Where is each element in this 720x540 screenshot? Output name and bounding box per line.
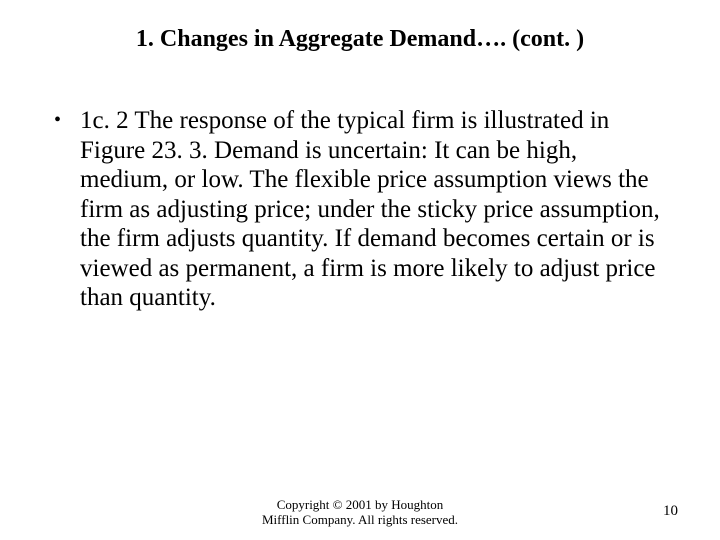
bullet-item: • 1c. 2 The response of the typical firm… [54,106,668,313]
bullet-marker: • [54,106,80,134]
slide-body: • 1c. 2 The response of the typical firm… [54,106,668,313]
page-number: 10 [663,503,678,520]
bullet-text: 1c. 2 The response of the typical firm i… [80,106,668,313]
slide-title: 1. Changes in Aggregate Demand…. (cont. … [0,26,720,53]
slide: 1. Changes in Aggregate Demand…. (cont. … [0,0,720,540]
footer-line-2: Mifflin Company. All rights reserved. [0,512,720,528]
footer-copyright: Copyright © 2001 by Houghton Mifflin Com… [0,497,720,528]
footer-line-1: Copyright © 2001 by Houghton [0,497,720,513]
